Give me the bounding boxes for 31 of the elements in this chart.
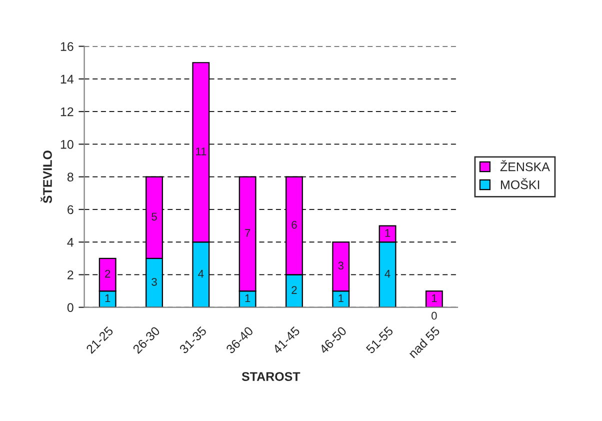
y-tick-label: 2 [68,270,74,280]
data-label: 5 [152,212,157,221]
y-tick-label: 0 [67,303,74,312]
data-label: 6 [292,220,297,229]
data-label: 2 [105,270,110,278]
data-label: 1 [385,229,390,237]
data-label: 1 [105,294,110,302]
y-tick-label: 6 [68,205,74,214]
legend-label: ŽENSKA [500,160,550,172]
data-label: 0 [432,312,437,320]
data-label: 3 [338,262,344,270]
x-axis-title: STAROST [242,372,300,381]
y-axis-title: ŠTEVILO [40,150,52,204]
y-tick-label: 8 [67,172,74,182]
x-tick-label: nad 55 [408,326,440,358]
y-tick-label: 4 [67,238,74,247]
y-tick-label: 12 [60,107,74,116]
legend-label: MOŠKI [500,178,540,190]
data-label: 1 [245,294,250,302]
data-label: 4 [384,270,390,278]
y-tick-label: 10 [60,140,74,149]
data-label: 3 [152,278,157,286]
data-label: 7 [245,229,250,237]
data-label: 1 [338,294,344,302]
y-tick-label: 14 [60,74,74,84]
data-label: 4 [198,270,204,278]
bar [425,290,443,308]
y-tick-label: 16 [60,42,74,51]
data-label: 2 [292,286,297,294]
data-label: 1 [432,294,437,302]
data-label: 11 [196,148,206,156]
